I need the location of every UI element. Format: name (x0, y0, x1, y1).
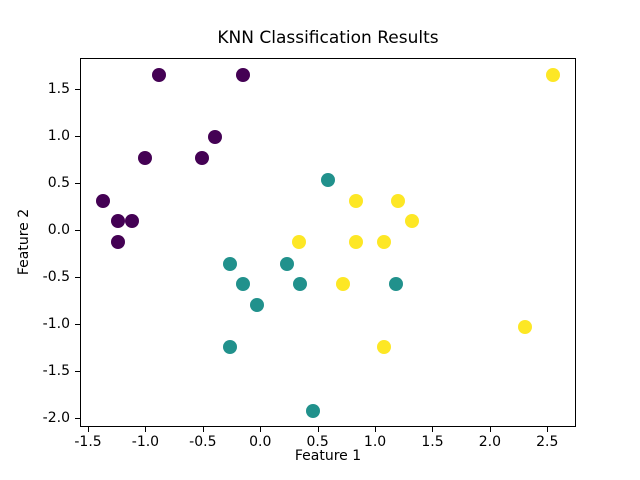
y-tick-label: -0.5 (42, 268, 70, 285)
x-tick-label: 1.0 (363, 434, 387, 450)
y-tick-label: 0.0 (47, 221, 70, 238)
scatter-point-class-1 (306, 404, 321, 419)
x-tick-mark (317, 427, 319, 432)
scatter-point-class-1 (321, 173, 335, 188)
x-tick-label: -1.0 (131, 434, 160, 450)
scatter-point-class-1 (293, 277, 308, 292)
y-axis-label: Feature 2 (16, 208, 32, 276)
plot-area (80, 58, 576, 427)
y-tick-mark (75, 135, 80, 137)
scatter-point-class-0 (138, 150, 153, 165)
y-tick-label: -1.5 (42, 362, 70, 379)
scatter-point-class-2 (391, 193, 406, 208)
scatter-point-class-1 (279, 256, 294, 271)
y-tick-label: -1.0 (42, 315, 70, 332)
scatter-point-class-0 (236, 67, 251, 82)
scatter-point-class-0 (110, 214, 125, 229)
x-tick-mark (260, 427, 262, 432)
scatter-point-class-2 (348, 193, 363, 208)
scatter-point-class-2 (404, 214, 419, 229)
x-tick-label: -1.5 (74, 434, 102, 450)
y-tick-label: 1.0 (47, 127, 70, 144)
x-tick-label: 2.0 (478, 434, 502, 450)
x-axis-label: Feature 1 (294, 448, 362, 464)
scatter-point-class-0 (110, 235, 125, 250)
x-tick-label: 0.5 (306, 434, 329, 450)
x-tick-mark (489, 427, 491, 432)
y-tick-mark (75, 323, 80, 325)
scatter-point-class-2 (546, 67, 561, 82)
y-tick-label: 0.5 (47, 174, 70, 191)
y-tick-mark (75, 229, 80, 231)
scatter-point-class-2 (348, 235, 363, 250)
scatter-point-class-2 (335, 277, 350, 292)
x-tick-mark (202, 427, 204, 432)
y-tick-mark (75, 276, 80, 278)
scatter-point-class-0 (124, 214, 139, 229)
y-tick-mark (75, 88, 80, 90)
x-tick-mark (547, 427, 549, 432)
y-tick-label: 1.5 (47, 80, 70, 97)
y-tick-mark (75, 370, 80, 372)
scatter-point-class-0 (152, 67, 167, 82)
scatter-point-class-1 (223, 256, 238, 271)
y-tick-mark (75, 417, 80, 419)
scatter-point-class-2 (518, 319, 533, 334)
scatter-point-class-1 (249, 297, 264, 312)
scatter-point-class-1 (223, 340, 238, 355)
scatter-point-class-1 (236, 277, 251, 292)
x-tick-mark (88, 427, 90, 432)
scatter-point-class-2 (377, 235, 392, 250)
scatter-point-class-0 (194, 150, 209, 165)
x-tick-mark (375, 427, 377, 432)
scatter-point-class-2 (292, 235, 307, 250)
scatter-point-class-0 (95, 193, 110, 208)
x-tick-label: -0.5 (189, 434, 217, 450)
chart-title: KNN Classification Results (217, 28, 439, 48)
scatter-point-class-1 (388, 277, 403, 292)
x-tick-mark (145, 427, 147, 432)
x-tick-label: 1.5 (421, 434, 444, 450)
x-tick-label: 2.5 (536, 434, 559, 450)
x-tick-mark (432, 427, 434, 432)
x-tick-label: 0.0 (249, 434, 272, 450)
y-tick-mark (75, 182, 80, 184)
y-tick-label: -2.0 (42, 409, 70, 426)
scatter-point-class-0 (208, 129, 223, 144)
scatter-point-class-2 (377, 340, 392, 355)
